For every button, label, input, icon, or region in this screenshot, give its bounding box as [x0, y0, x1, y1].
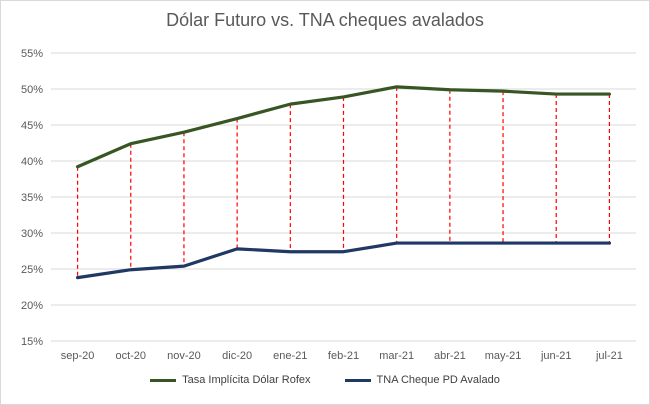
- legend-swatch-cheque: [344, 378, 371, 382]
- x-tick-label: abr-21: [434, 350, 466, 362]
- x-tick-label: feb-21: [328, 350, 359, 362]
- legend-label-rofex: Tasa Implícita Dólar Rofex: [182, 374, 311, 386]
- x-tick-label: sep-20: [61, 350, 95, 362]
- legend-label-cheque: TNA Cheque PD Avalado: [376, 374, 500, 386]
- legend-swatch-rofex: [150, 378, 177, 382]
- y-tick-label: 45%: [21, 120, 43, 132]
- y-tick-label: 20%: [21, 300, 43, 312]
- x-tick-label: ene-21: [273, 350, 307, 362]
- x-tick-label: dic-20: [222, 350, 252, 362]
- y-tick-label: 30%: [21, 228, 43, 240]
- y-tick-label: 25%: [21, 264, 43, 276]
- y-tick-label: 50%: [21, 84, 43, 96]
- y-tick-label: 35%: [21, 192, 43, 204]
- legend-item-rofex: Tasa Implícita Dólar Rofex: [150, 374, 311, 386]
- y-tick-label: 40%: [21, 156, 43, 168]
- x-tick-label: mar-21: [379, 350, 414, 362]
- series-line-cheque: [75, 241, 612, 280]
- y-tick-label: 55%: [21, 48, 43, 60]
- x-tick-label: oct-20: [115, 350, 146, 362]
- y-tick-label: 15%: [21, 336, 43, 348]
- legend-item-cheque: TNA Cheque PD Avalado: [344, 374, 500, 386]
- x-tick-label: nov-20: [167, 350, 201, 362]
- x-tick-label: jun-21: [540, 350, 572, 362]
- legend: Tasa Implícita Dólar Rofex TNA Cheque PD…: [1, 374, 649, 386]
- x-tick-label: jul-21: [595, 350, 623, 362]
- series-line-rofex: [75, 85, 612, 169]
- x-tick-label: may-21: [485, 350, 522, 362]
- chart-title: Dólar Futuro vs. TNA cheques avalados: [166, 10, 484, 30]
